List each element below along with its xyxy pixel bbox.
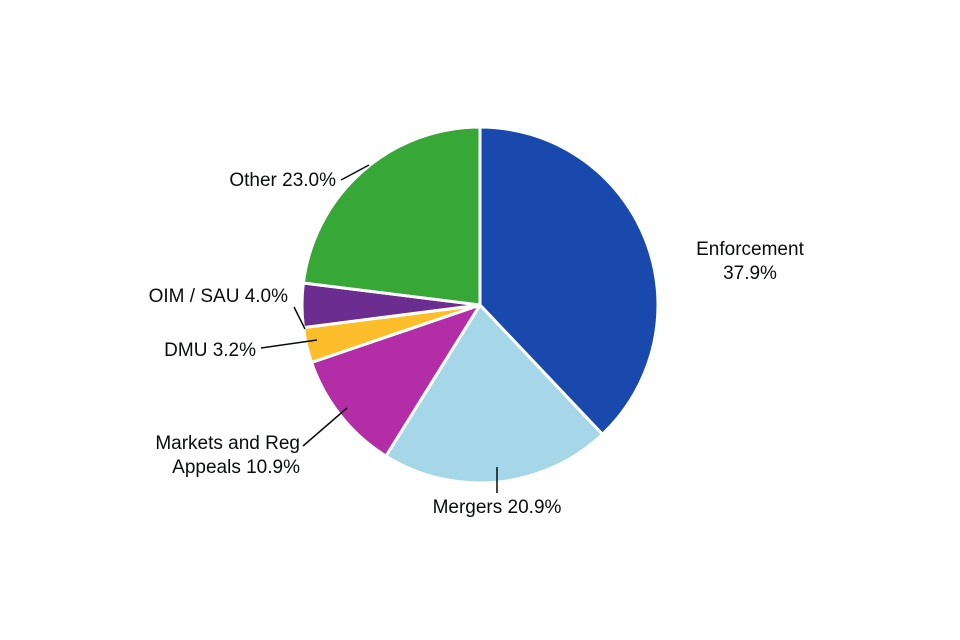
label-oim-sau: OIM / SAU 4.0%: [100, 285, 288, 309]
leader-line-markets: [302, 407, 348, 447]
label-dmu-line1: DMU 3.2%: [164, 340, 256, 361]
leader-line-oim-sau: [293, 306, 306, 330]
pie-slice-enforcement: [478, 125, 660, 436]
label-mergers-line1: Mergers 20.9%: [432, 497, 562, 518]
pie-slice-markets-and-reg-appeals: [310, 303, 482, 458]
label-dmu: DMU 3.2%: [100, 339, 256, 363]
pie-slice-other: [301, 125, 482, 307]
label-enforcement-line1: Enforcement: [696, 239, 804, 260]
pie-slice-mergers: [384, 303, 604, 485]
leader-line-dmu: [260, 339, 318, 349]
leader-line-other: [340, 164, 370, 181]
label-enforcement: Enforcement 37.9%: [670, 238, 830, 286]
label-other: Other 23.0%: [180, 169, 336, 193]
label-markets-line1: Markets and Reg: [155, 433, 300, 454]
leader-lines: [260, 164, 498, 493]
label-oim-sau-line1: OIM / SAU 4.0%: [148, 286, 288, 307]
label-mergers: Mergers 20.9%: [414, 496, 580, 520]
label-enforcement-line2: 37.9%: [723, 262, 777, 284]
label-markets-line2: Appeals 10.9%: [172, 456, 300, 478]
label-other-line1: Other 23.0%: [229, 170, 336, 191]
label-markets-and-reg-appeals: Markets and Reg Appeals 10.9%: [100, 432, 300, 480]
pie-slices: [300, 125, 660, 485]
